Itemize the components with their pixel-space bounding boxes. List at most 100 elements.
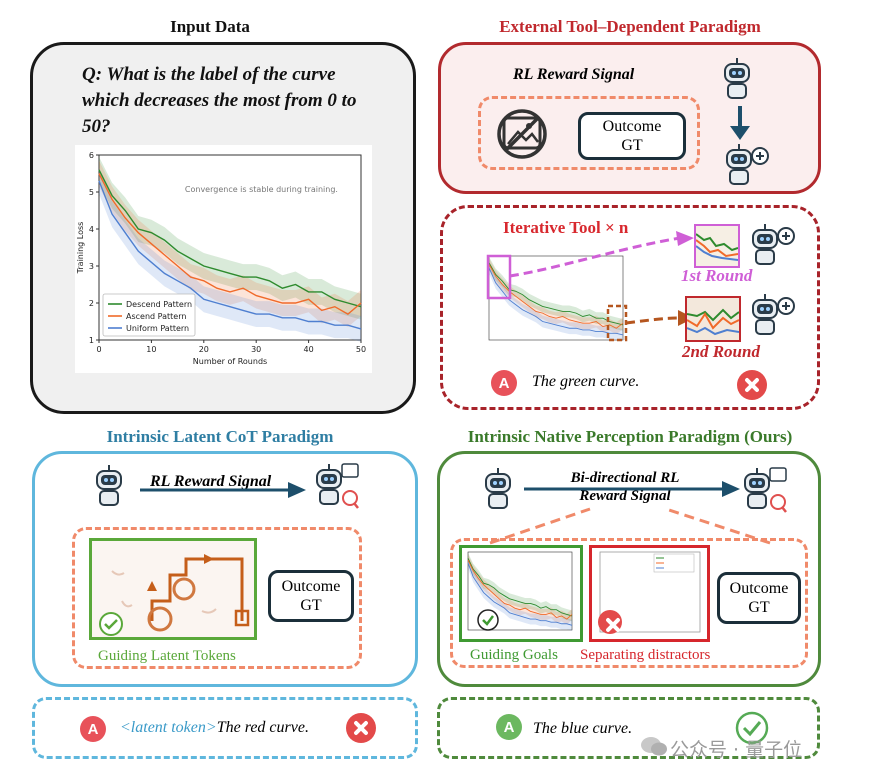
robot-eye [493,481,497,485]
series-line [467,558,573,617]
main-chart: 0 10 20 30 40 50 1 2 3 4 5 6 Number of Rounds Trainin… [75,145,372,373]
x-tick-label: 30 [251,345,261,354]
check-circle-icon [735,711,769,750]
robot-body [755,319,775,335]
robot-eye [324,477,328,481]
iterative-mini-chart [483,250,631,350]
robot-body [99,490,119,506]
guiding-goal-chart [459,545,583,642]
robot-face [729,68,745,78]
robot-body [729,169,749,185]
robot-face [731,154,747,164]
robot-face [749,478,765,488]
image-badge [341,463,359,478]
x-tick-label: 50 [356,345,366,354]
legend: Descend Pattern Ascend Pattern Uniform Pat… [102,293,196,337]
zoom-arrows [480,228,710,363]
robot-face [757,304,773,314]
round1-label: 1st Round [681,266,752,286]
chart-annotation: Convergence is stable during training. [185,185,338,194]
robot-eye [740,157,744,161]
external-title: External Tool–Dependent Paradigm [499,17,761,36]
search-badge [770,494,786,510]
series-line [98,180,362,330]
robot-eye [760,237,764,241]
answer-avatar-badge: A [491,370,517,396]
y-tick-label: 6 [89,151,94,160]
robot-image-icon [740,466,788,519]
series-line [488,267,624,336]
funnel-lines [470,505,790,550]
down-arrow-icon [727,104,753,149]
latent-reward-label: RL Reward Signal [150,473,272,490]
mini-chart-svg [488,255,624,341]
latent-token-frame [72,527,362,669]
robot-eye [734,157,738,161]
right-arrow-icon [140,480,308,505]
robot-body [488,493,508,509]
robot-eye [758,481,762,485]
robot-tool-icon [722,142,770,191]
legend-label: Uniform Pattern [126,324,189,333]
guiding-goals-label: Guiding Goals [470,647,558,663]
native-reward-label: Bi-directional RL Reward Signal [570,470,680,504]
robot-search-icon [312,462,360,515]
y-axis-label: Training Loss [76,222,85,275]
robot-eye [738,71,742,75]
y-tick-label: 4 [89,225,94,234]
robot-icon [481,466,515,515]
round2-label-text: 2nd Round [682,342,760,361]
watermark: 公众号 · 量子位 [670,739,803,761]
latent-answer: <latent token>The red curve. [120,719,309,737]
input-data-title: Input Data [170,17,250,36]
native-answer: The blue curve. [533,720,633,737]
y-tick-label: 5 [89,188,94,197]
x-tick-label: 20 [199,345,209,354]
confidence-band [468,552,572,622]
latent-token-image [89,538,257,640]
latent-title: Intrinsic Latent CoT Paradigm [106,427,334,446]
robot-body [319,489,339,505]
confidence-band [99,156,361,320]
robot-icon [720,56,754,105]
y-tick-label: 1 [89,336,94,345]
iterative-answer: The green curve. [532,373,640,390]
native-outcome-gt: Outcome GT [717,572,801,624]
external-outcome-gt: Outcome GT [578,112,686,160]
robot-eye [104,478,108,482]
y-tick-label: 2 [89,299,94,308]
round1-zoom [694,224,740,268]
check-circle-icon [476,608,500,637]
robot-body [747,493,767,509]
robot-eye [110,478,114,482]
latent-token-text: <latent token> [120,719,217,736]
series-line [467,559,573,620]
robot-face [101,475,117,485]
robot-eye [766,237,770,241]
right-arrow-icon [524,479,744,504]
robot-eye [766,307,770,311]
round2-zoom [685,296,741,342]
no-image-icon [496,108,548,160]
series-line [488,264,624,329]
round1-label-text: 1st Round [681,266,753,285]
search-badge [342,490,358,506]
series-line [98,169,362,308]
native-title: Intrinsic Native Perception Paradigm (Ou… [467,427,793,446]
series-line [467,562,573,626]
confidence-band [489,256,623,331]
x-tick-label: 40 [304,345,314,354]
robot-eye [499,481,503,485]
robot-face [490,478,506,488]
robot-body [755,249,775,265]
x-tick-label: 0 [96,345,101,354]
robot-face [757,234,773,244]
robot-body [727,83,747,99]
wrong-x-icon [598,610,622,634]
main-chart-svg: 0 10 20 30 40 50 1 2 3 4 5 6 Number of Rounds Trainin… [76,151,366,366]
series-line [98,173,362,315]
robot-eye [732,71,736,75]
robot-eye [752,481,756,485]
question-text: Q: What is the label of the curve which … [82,64,357,137]
external-tool-frame [478,96,700,170]
